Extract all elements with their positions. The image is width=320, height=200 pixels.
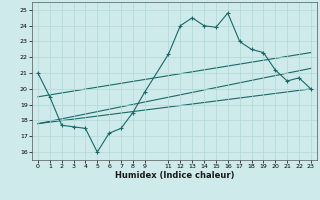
X-axis label: Humidex (Indice chaleur): Humidex (Indice chaleur) — [115, 171, 234, 180]
